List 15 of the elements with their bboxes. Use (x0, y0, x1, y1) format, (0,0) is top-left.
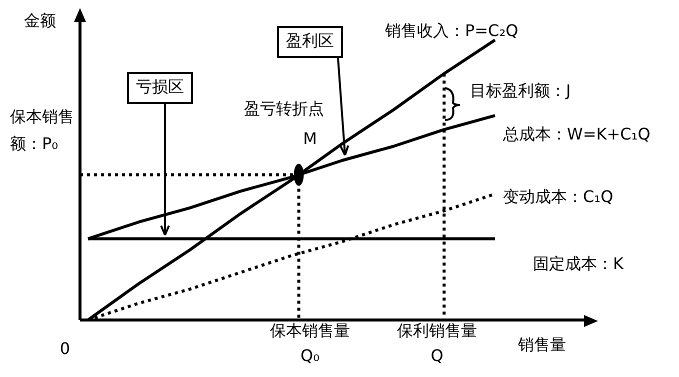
annotation: 盈亏转折点 (244, 99, 324, 118)
annotation: M (303, 129, 317, 148)
series-label: 变动成本：C₁Q (503, 187, 614, 206)
text: 保利销售量Q (397, 321, 477, 366)
x-axis-title: 销售量 (517, 335, 566, 354)
text: 0 (60, 339, 70, 358)
y-axis-title: 金额 (24, 11, 56, 30)
text: 固定成本：K (533, 254, 624, 273)
annotation: 亏损区 (136, 77, 184, 96)
annotation: 目标盈利额：J (470, 81, 571, 100)
series-label: 总成本：W=K+C₁Q (502, 124, 650, 144)
series-label: 销售收入：P=C₂Q (384, 21, 518, 40)
text: 保本销售量Q₀ (270, 321, 350, 366)
annotation: 盈利区 (286, 31, 334, 50)
annotation: 保本销售额：P₀ (10, 107, 74, 154)
